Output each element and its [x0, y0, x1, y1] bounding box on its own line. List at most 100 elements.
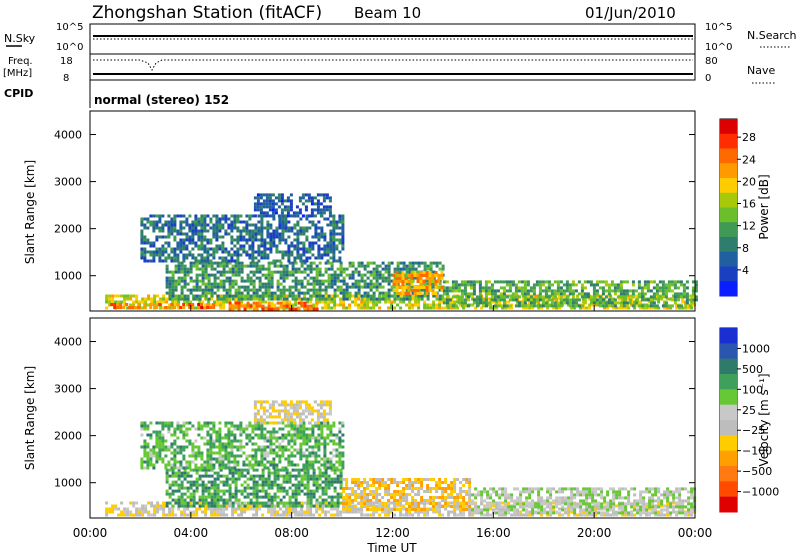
power-data-cell [577, 292, 581, 296]
power-data-cell [681, 306, 685, 310]
power-data-cell [183, 276, 187, 280]
velocity-data-cell [189, 492, 193, 496]
velocity-data-cell [402, 490, 406, 493]
power-data-cell [670, 283, 674, 287]
power-data-cell [287, 235, 291, 239]
power-data-cell [135, 300, 139, 304]
power-data-cell [312, 303, 316, 307]
velocity-data-cell [576, 505, 580, 509]
power-data-cell [216, 264, 220, 268]
velocity-data-cell [438, 487, 442, 490]
power-data-cell [419, 271, 423, 274]
velocity-data-cell [438, 484, 442, 487]
power-data-cell [234, 288, 238, 292]
power-data-cell [622, 289, 626, 293]
velocity-data-cell [174, 489, 178, 493]
velocity-data-cell [180, 510, 184, 514]
velocity-data-cell [249, 507, 253, 511]
power-data-cell [165, 300, 169, 304]
power-data-cell [407, 280, 411, 283]
power-data-cell [279, 270, 283, 274]
power-data-cell [528, 306, 532, 310]
power-data-cell [328, 208, 332, 212]
velocity-data-cell [582, 508, 586, 512]
power-data-cell [667, 304, 671, 308]
power-data-cell [200, 217, 204, 221]
power-data-cell [158, 303, 162, 306]
velocity-data-cell [372, 501, 376, 505]
velocity-data-cell [420, 478, 424, 481]
power-data-cell [125, 303, 129, 306]
power-data-cell [253, 196, 257, 200]
velocity-data-cell [360, 490, 364, 493]
velocity-data-cell [348, 496, 352, 499]
power-data-cell [387, 297, 391, 301]
power-data-cell [375, 270, 379, 274]
velocity-data-cell [384, 481, 388, 484]
power-data-cell [228, 301, 232, 305]
velocity-data-cell [150, 513, 154, 517]
velocity-data-cell [474, 493, 478, 497]
power-data-cell [252, 294, 256, 298]
power-data-cell [565, 298, 569, 302]
power-data-cell [457, 295, 461, 299]
velocity-data-cell [663, 513, 667, 517]
power-data-cell [294, 279, 298, 283]
velocity-data-cell [273, 471, 277, 475]
power-data-cell [348, 297, 352, 301]
power-data-cell [544, 301, 548, 305]
power-data-cell [666, 297, 670, 301]
velocity-data-cell [375, 510, 379, 514]
power-data-cell [267, 276, 271, 280]
power-data-cell [320, 253, 324, 257]
power-data-cell [201, 261, 205, 265]
velocity-data-cell [624, 496, 628, 500]
power-data-cell [263, 226, 267, 230]
power-data-cell [140, 223, 144, 227]
velocity-data-cell [504, 508, 508, 512]
power-data-cell [392, 289, 396, 292]
power-data-cell [502, 301, 506, 305]
power-data-cell [411, 297, 415, 301]
power-data-cell [405, 264, 409, 268]
velocity-data-cell [165, 489, 169, 493]
velocity-data-cell [216, 510, 220, 514]
power-data-cell [302, 259, 306, 263]
power-data-cell [357, 261, 361, 265]
velocity-data-cell [459, 513, 463, 517]
power-data-cell [442, 286, 446, 290]
velocity-data-cell [210, 513, 214, 517]
power-data-cell [315, 264, 319, 268]
power-data-cell [180, 279, 184, 283]
velocity-data-cell [267, 468, 271, 472]
power-data-cell [329, 223, 333, 227]
power-data-cell [249, 297, 253, 301]
power-data-cell [511, 280, 515, 284]
power-data-cell [245, 250, 249, 254]
power-data-cell [257, 229, 261, 233]
velocity-data-cell [312, 489, 316, 493]
power-data-cell [332, 238, 336, 242]
power-data-cell [218, 235, 222, 239]
power-data-cell [574, 298, 578, 302]
velocity-data-cell [396, 481, 400, 484]
power-data-cell [523, 295, 527, 299]
power-data-cell [640, 304, 644, 308]
power-data-cell [300, 301, 304, 305]
velocity-data-cell [171, 474, 175, 478]
power-data-cell [621, 297, 625, 301]
velocity-data-cell [417, 510, 421, 514]
power-data-cell [251, 235, 255, 239]
power-data-cell [432, 285, 436, 289]
velocity-data-cell [690, 490, 694, 494]
velocity-data-cell [405, 510, 409, 514]
power-data-cell [198, 273, 202, 277]
velocity-data-cell [606, 505, 610, 509]
velocity-data-cell [255, 507, 259, 511]
velocity-data-cell [252, 507, 256, 511]
power-data-cell [425, 274, 429, 277]
power-data-cell [311, 223, 315, 227]
power-data-cell [195, 294, 199, 298]
power-data-cell [152, 303, 156, 306]
power-data-cell [568, 283, 572, 287]
